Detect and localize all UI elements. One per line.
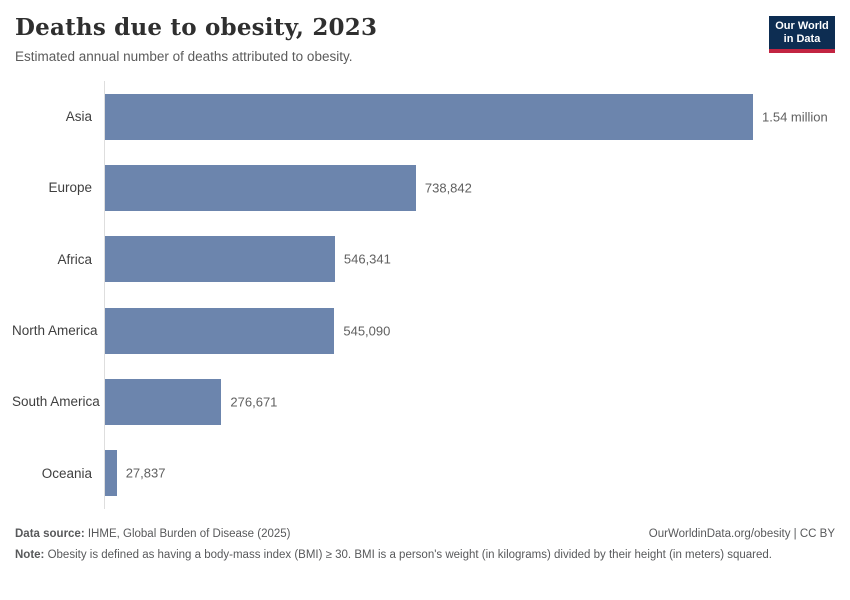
bar-track: 1.54 million	[99, 81, 838, 152]
category-label: Oceania	[41, 465, 92, 481]
bar-row: Asia 1.54 million	[12, 81, 838, 152]
data-source-label: Data source:	[15, 528, 85, 540]
bar-track: 276,671	[99, 366, 838, 437]
bar-row: Africa 546,341	[12, 224, 838, 295]
category-label: South America	[12, 394, 100, 410]
bar[interactable]	[105, 378, 222, 425]
bar[interactable]	[105, 93, 753, 140]
data-source-text: IHME, Global Burden of Disease (2025)	[84, 528, 291, 540]
bar-track: 27,837	[99, 438, 838, 509]
value-label: 545,090	[343, 323, 391, 339]
bar[interactable]	[105, 307, 335, 354]
owid-logo-line1: Our World	[775, 20, 829, 32]
bar-track: 738,842	[99, 152, 838, 223]
bar[interactable]	[105, 450, 117, 497]
bar-row: Europe 738,842	[12, 152, 838, 223]
value-label: 27,837	[125, 465, 166, 481]
bar-track: 545,090	[99, 295, 838, 366]
value-label: 1.54 million	[762, 109, 828, 125]
chart-header: Deaths due to obesity, 2023 Estimated an…	[12, 14, 838, 64]
bar-chart: Asia 1.54 million Europe 738,842 Africa 546,3…	[12, 81, 838, 509]
page-subtitle: Estimated annual number of deaths attrib…	[15, 49, 353, 64]
bar-row: Oceania 27,837	[12, 438, 838, 509]
category-label: Europe	[48, 180, 92, 196]
bar[interactable]	[105, 164, 416, 211]
owid-logo[interactable]: Our World in Data	[769, 16, 835, 53]
bar-track: 546,341	[99, 224, 838, 295]
chart-note-text: Obesity is defined as having a body-mass…	[44, 548, 772, 561]
page-title: Deaths due to obesity, 2023	[15, 14, 378, 41]
chart-footer: Data source: IHME, Global Burden of Dise…	[12, 526, 838, 563]
value-label: 546,341	[343, 251, 391, 267]
bar[interactable]	[105, 236, 335, 283]
data-source: Data source: IHME, Global Burden of Dise…	[15, 526, 291, 543]
value-label: 276,671	[230, 394, 278, 410]
category-label: Asia	[65, 109, 92, 125]
attribution-link[interactable]: OurWorldinData.org/obesity | CC BY	[648, 528, 835, 540]
bar-row: North America 545,090	[12, 295, 838, 366]
bar-row: South America 276,671	[12, 366, 838, 437]
y-axis-line	[104, 81, 105, 509]
owid-logo-line2: in Data	[783, 33, 821, 45]
chart-note-label: Note:	[15, 548, 45, 561]
category-label: North America	[12, 323, 98, 339]
category-label: Africa	[57, 251, 92, 267]
value-label: 738,842	[424, 180, 472, 196]
chart-note: Note: Obesity is defined as having a bod…	[15, 547, 835, 564]
